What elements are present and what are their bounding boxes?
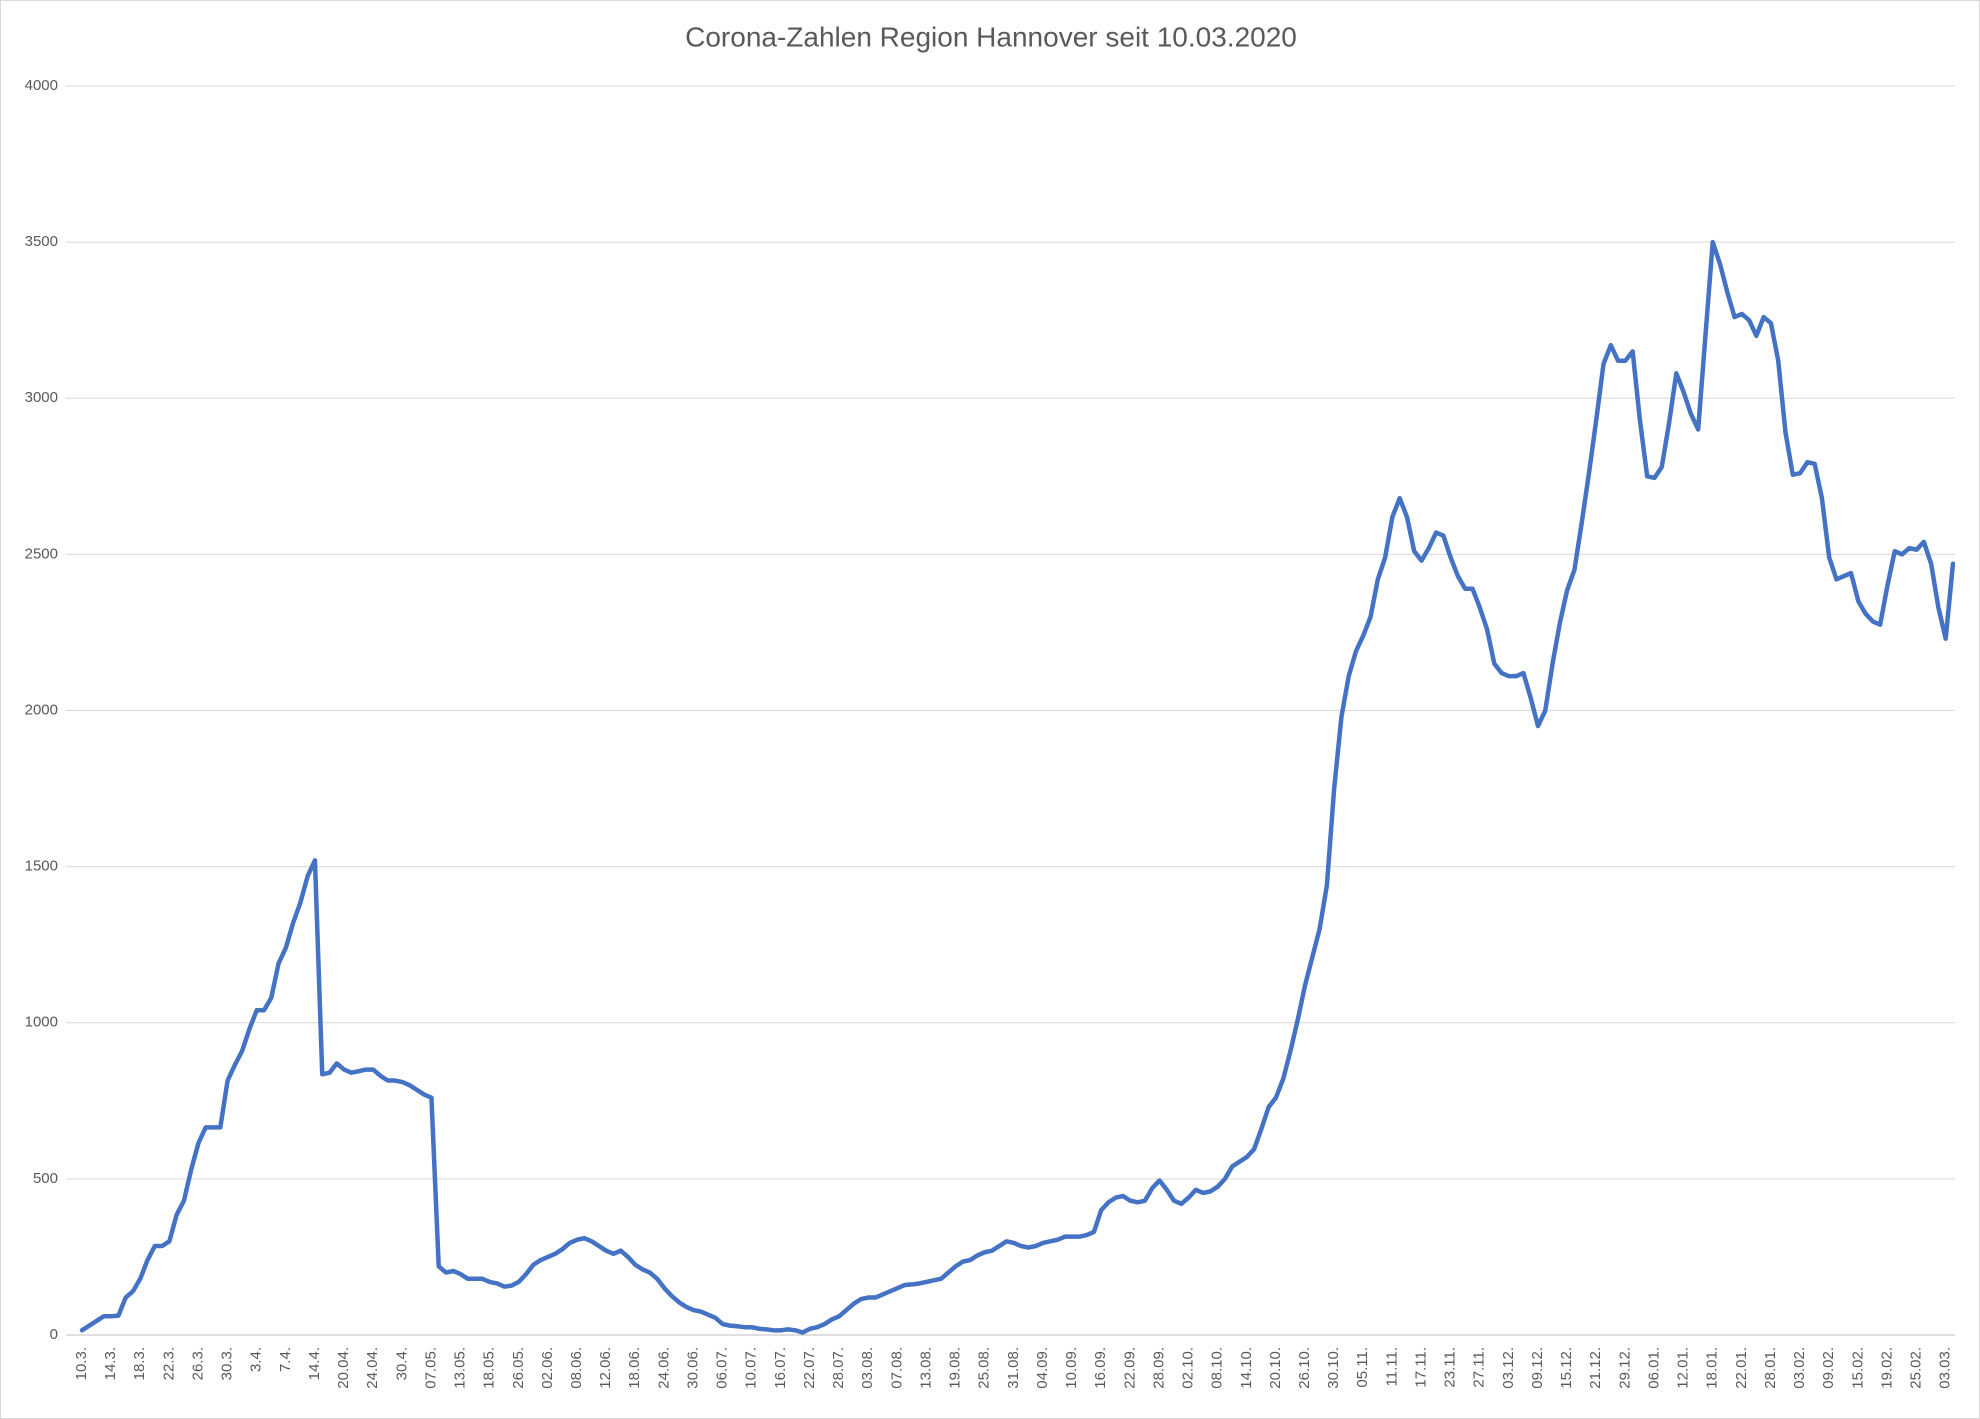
x-tick-label: 31.08. (1005, 1347, 1022, 1389)
x-tick-label: 18.3. (131, 1347, 148, 1380)
x-tick-label: 20.04. (335, 1347, 352, 1389)
x-tick-label: 30.3. (219, 1347, 236, 1380)
x-tick-label: 15.12. (1558, 1347, 1575, 1389)
x-tick-label: 10.07. (743, 1347, 760, 1389)
x-tick-label: 10.09. (1063, 1347, 1080, 1389)
x-tick-label: 25.02. (1908, 1347, 1925, 1389)
x-tick-label: 30.4. (393, 1347, 410, 1380)
x-tick-label: 12.06. (597, 1347, 614, 1389)
y-tick-label: 2000 (25, 701, 58, 718)
x-tick-label: 16.09. (1092, 1347, 1109, 1389)
y-tick-label: 0 (50, 1326, 58, 1343)
x-tick-label: 29.12. (1616, 1347, 1633, 1389)
x-tick-label: 04.09. (1034, 1347, 1051, 1389)
x-tick-label: 26.3. (189, 1347, 206, 1380)
x-tick-label: 14.3. (102, 1347, 119, 1380)
x-tick-label: 28.01. (1762, 1347, 1779, 1389)
x-tick-label: 09.12. (1529, 1347, 1546, 1389)
x-tick-label: 07.05. (422, 1347, 439, 1389)
x-tick-label: 18.06. (626, 1347, 643, 1389)
x-tick-label: 06.01. (1645, 1347, 1662, 1389)
x-tick-label: 03.02. (1791, 1347, 1808, 1389)
x-tick-label: 23.11. (1442, 1347, 1459, 1388)
y-tick-label: 3500 (25, 233, 58, 250)
x-tick-label: 30.10. (1325, 1347, 1342, 1389)
x-tick-label: 24.06. (655, 1347, 672, 1389)
x-tick-label: 08.10. (1209, 1347, 1226, 1389)
x-tick-label: 30.06. (684, 1347, 701, 1389)
x-tick-label: 24.04. (364, 1347, 381, 1389)
x-tick-label: 21.12. (1587, 1347, 1604, 1389)
x-tick-label: 18.01. (1704, 1347, 1721, 1389)
y-tick-label: 1000 (25, 1014, 58, 1031)
x-tick-label: 22.3. (160, 1347, 177, 1380)
x-tick-label: 07.08. (888, 1347, 905, 1389)
x-tick-label: 3.4. (248, 1347, 265, 1372)
x-tick-label: 03.12. (1500, 1347, 1517, 1389)
x-tick-label: 13.08. (917, 1347, 934, 1389)
x-tick-label: 10.3. (73, 1347, 90, 1380)
x-tick-label: 26.05. (510, 1347, 527, 1389)
x-tick-label: 13.05. (452, 1347, 469, 1389)
y-tick-label: 2500 (25, 545, 58, 562)
x-tick-label: 22.01. (1733, 1347, 1750, 1389)
x-tick-label: 17.11. (1412, 1347, 1429, 1388)
x-tick-label: 02.06. (539, 1347, 556, 1389)
x-tick-label: 08.06. (568, 1347, 585, 1389)
y-tick-label: 4000 (25, 77, 58, 94)
y-tick-label: 3000 (25, 389, 58, 406)
x-tick-label: 02.10. (1180, 1347, 1197, 1389)
x-tick-label: 03.08. (859, 1347, 876, 1389)
x-tick-label: 26.10. (1296, 1347, 1313, 1389)
x-tick-label: 19.08. (947, 1347, 964, 1389)
x-tick-label: 12.01. (1675, 1347, 1692, 1389)
x-tick-label: 16.07. (772, 1347, 789, 1389)
x-tick-label: 11.11. (1383, 1347, 1400, 1386)
y-tick-label: 1500 (25, 858, 58, 875)
x-tick-label: 22.07. (801, 1347, 818, 1389)
x-tick-label: 22.09. (1121, 1347, 1138, 1389)
x-tick-label: 20.10. (1267, 1347, 1284, 1389)
x-tick-label: 05.11. (1354, 1347, 1371, 1388)
x-tick-label: 28.09. (1150, 1347, 1167, 1389)
x-tick-label: 15.02. (1849, 1347, 1866, 1389)
x-tick-label: 19.02. (1878, 1347, 1895, 1389)
x-tick-label: 09.02. (1820, 1347, 1837, 1389)
x-tick-label: 25.08. (976, 1347, 993, 1389)
x-tick-label: 03.03. (1937, 1347, 1954, 1389)
y-tick-label: 500 (33, 1170, 58, 1187)
x-tick-label: 18.05. (481, 1347, 498, 1389)
x-tick-label: 14.4. (306, 1347, 323, 1380)
x-tick-label: 14.10. (1238, 1347, 1255, 1389)
chart-title: Corona-Zahlen Region Hannover seit 10.03… (685, 21, 1297, 52)
x-tick-label: 27.11. (1471, 1347, 1488, 1388)
data-line (79, 239, 1956, 1335)
x-tick-label: 28.07. (830, 1347, 847, 1389)
x-tick-label: 7.4. (277, 1347, 294, 1372)
x-tick-label: 06.07. (714, 1347, 731, 1389)
